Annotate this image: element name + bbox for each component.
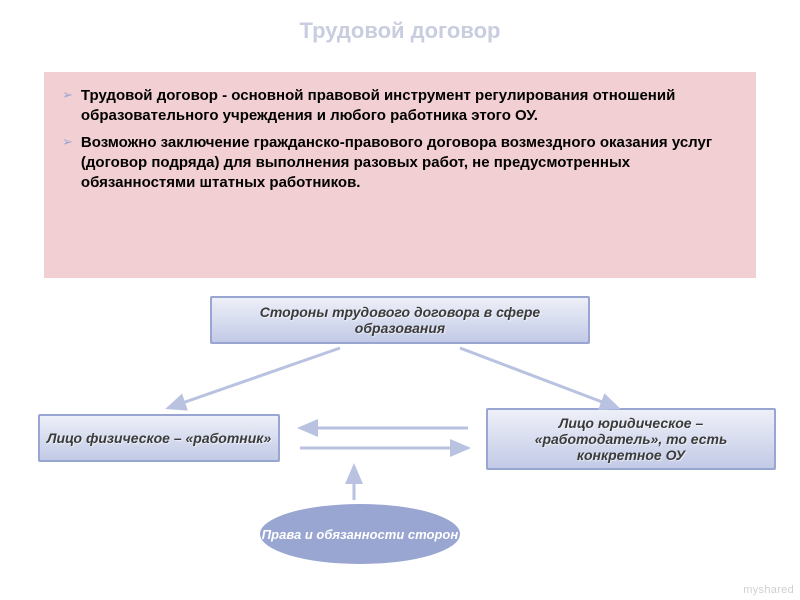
- diagram-number-1: 1: [148, 388, 157, 406]
- bullet-text: Возможно заключение гражданско-правового…: [81, 133, 738, 194]
- title-text: Трудовой договор: [300, 18, 501, 43]
- num-text: 1: [148, 388, 157, 405]
- content-box: ➢ Трудовой договор - основной правовой и…: [44, 72, 756, 278]
- slide-root: Трудовой договор ➢ Трудовой договор - ос…: [0, 0, 800, 600]
- diagram-number-2: 2: [640, 390, 649, 408]
- watermark-text: myshared: [743, 584, 794, 596]
- box-employee: Лицо физическое – «работник»: [38, 414, 280, 462]
- ellipse-label: Права и обязанности сторон: [262, 527, 458, 542]
- box-label: Лицо физическое – «работник»: [47, 430, 271, 446]
- box-label: Лицо юридическое – «работодатель», то ес…: [494, 415, 768, 463]
- bullet-text: Трудовой договор - основной правовой инс…: [81, 86, 738, 127]
- box-label: Стороны трудового договора в сфере образ…: [218, 304, 582, 336]
- box-parties-heading: Стороны трудового договора в сфере образ…: [210, 296, 590, 344]
- bullet-marker-icon: ➢: [62, 133, 73, 151]
- num-text: 2: [640, 390, 649, 407]
- bullet-item: ➢ Трудовой договор - основной правовой и…: [62, 86, 738, 127]
- watermark: myshared: [743, 584, 794, 596]
- bullet-marker-icon: ➢: [62, 86, 73, 104]
- bullet-item: ➢ Возможно заключение гражданско-правово…: [62, 133, 738, 194]
- slide-title: Трудовой договор: [0, 18, 800, 44]
- box-employer: Лицо юридическое – «работодатель», то ес…: [486, 408, 776, 470]
- ellipse-rights-duties: Права и обязанности сторон: [260, 504, 460, 564]
